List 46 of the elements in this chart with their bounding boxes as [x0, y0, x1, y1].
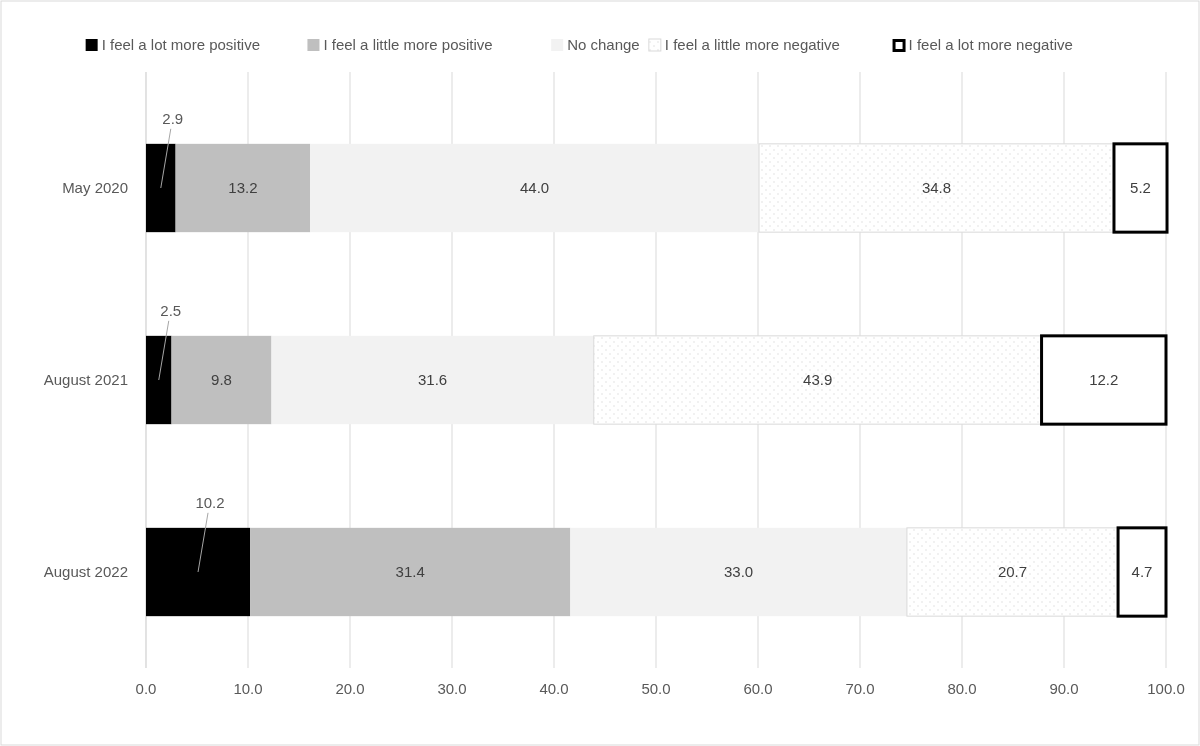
x-tick-label: 20.0	[335, 680, 365, 697]
bar	[146, 527, 251, 617]
x-tick-label: 80.0	[947, 680, 977, 697]
x-tick-label: 60.0	[743, 680, 773, 697]
data-label: 13.2	[228, 179, 258, 197]
data-label: 44.0	[520, 179, 550, 197]
data-label: 33.0	[724, 563, 754, 581]
x-tick-label: 0.0	[135, 680, 157, 697]
x-tick-label: 50.0	[641, 680, 671, 697]
x-tick-label: 90.0	[1049, 680, 1079, 697]
data-label: 4.7	[1131, 563, 1153, 581]
data-label: 9.8	[211, 371, 232, 389]
data-label: 43.9	[803, 371, 833, 389]
x-tick-label: 100.0	[1147, 680, 1185, 697]
legend-label: I feel a lot more positive	[101, 36, 261, 54]
data-label: 5.2	[1130, 179, 1151, 197]
bar	[1116, 526, 1168, 618]
bar	[175, 143, 311, 233]
bar	[250, 527, 571, 617]
x-tick-label: 40.0	[539, 680, 569, 697]
bar	[570, 527, 907, 617]
legend-label: I feel a lot more negative	[908, 36, 1073, 54]
data-label: 12.2	[1089, 371, 1119, 389]
data-label: 2.5	[160, 301, 182, 319]
data-label: 20.7	[997, 563, 1028, 581]
data-label: 10.2	[195, 493, 225, 511]
x-tick-label: 30.0	[437, 680, 467, 697]
bar	[1040, 334, 1168, 426]
y-tick-label: May 2020	[62, 179, 128, 197]
y-tick-label: August 2022	[43, 563, 128, 581]
data-label: 2.9	[162, 109, 184, 127]
y-tick-label: August 2021	[43, 371, 128, 389]
legend-label: No change	[567, 36, 640, 54]
bar	[146, 335, 172, 425]
data-label: 34.8	[921, 179, 952, 197]
legend-label: I feel a little more negative	[664, 36, 840, 54]
bar	[310, 143, 760, 233]
data-label: 31.6	[418, 371, 448, 389]
bar	[171, 335, 272, 425]
x-tick-label: 70.0	[845, 680, 875, 697]
bar	[1112, 142, 1169, 234]
legend-label: I feel a little more positive	[323, 36, 493, 54]
bar	[271, 335, 594, 425]
data-label: 31.4	[395, 563, 425, 581]
x-tick-label: 10.0	[233, 680, 263, 697]
bar	[146, 143, 176, 233]
